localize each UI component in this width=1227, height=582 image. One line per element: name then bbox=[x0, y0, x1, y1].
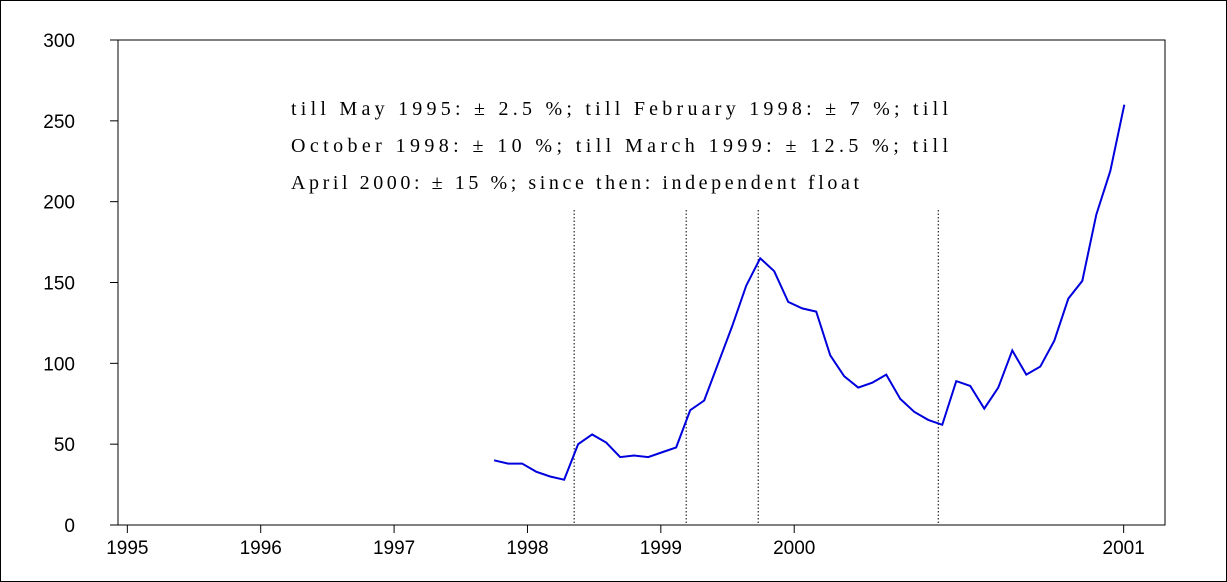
y-tick-label: 0 bbox=[64, 516, 75, 537]
y-tick-label: 300 bbox=[43, 31, 75, 52]
y-tick-label: 150 bbox=[43, 274, 75, 295]
y-tick-label: 100 bbox=[43, 354, 75, 375]
x-tick-label: 2001 bbox=[1103, 538, 1145, 559]
annotation: October 1998: ± 10 %; till March 1999: ±… bbox=[291, 135, 948, 157]
x-tick-label: 1998 bbox=[506, 538, 548, 559]
y-tick-label: 200 bbox=[43, 193, 75, 214]
series-line bbox=[493, 104, 1126, 481]
y-tick-label: 50 bbox=[54, 435, 75, 456]
annotation: April 2000: ± 15 %; since then: independ… bbox=[291, 172, 859, 194]
x-tick-label: 1997 bbox=[373, 538, 415, 559]
x-tick-label: 1999 bbox=[640, 538, 682, 559]
x-tick-label: 1996 bbox=[240, 538, 282, 559]
x-tick-label: 2000 bbox=[773, 538, 815, 559]
y-tick-label: 250 bbox=[43, 112, 75, 133]
annotation: till May 1995: ± 2.5 %; till February 19… bbox=[291, 98, 948, 120]
x-tick-label: 1995 bbox=[106, 538, 148, 559]
